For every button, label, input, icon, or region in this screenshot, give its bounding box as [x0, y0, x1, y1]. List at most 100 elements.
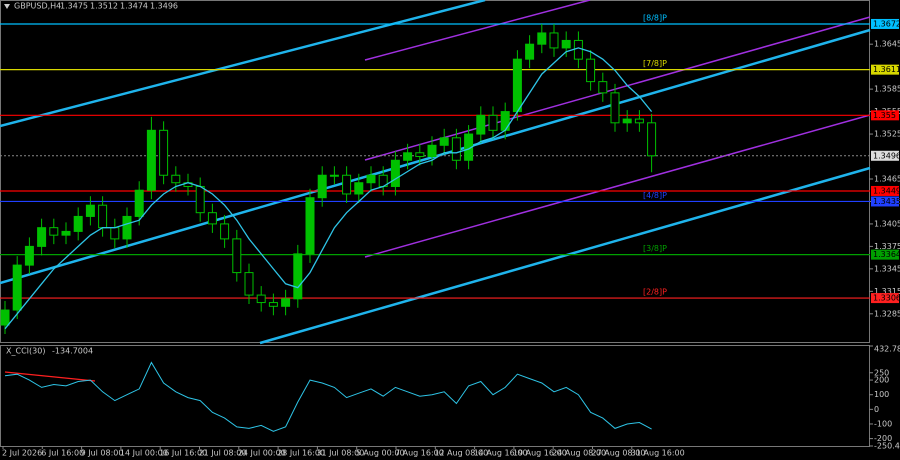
channel-line	[0, 0, 486, 128]
moving-average	[4, 47, 653, 330]
candle-body	[500, 111, 510, 131]
candle-body	[634, 118, 644, 124]
candle-body	[122, 215, 132, 240]
candle-body	[512, 58, 522, 113]
x-tick-label: 5 Aug 00:00	[356, 449, 405, 458]
level-value: 1.3364	[873, 250, 900, 259]
candle-body	[354, 182, 364, 195]
indicator-name: X_CCI(30)	[6, 347, 45, 356]
indicator-tick-label: 0	[874, 405, 879, 414]
indicator-tick-label: -200	[874, 434, 892, 443]
header-price: 1.3496	[150, 2, 178, 11]
level-value: 1.3449	[873, 186, 900, 195]
level-label: [3/8]P	[643, 244, 667, 253]
y-tick-label: 1.3465	[874, 174, 900, 183]
y-tick-label: 1.3285	[874, 309, 900, 318]
candle-body	[586, 58, 596, 83]
candle-body	[207, 212, 217, 225]
candle-body	[244, 272, 254, 296]
level-label: [2/8]P	[643, 288, 667, 297]
candle-body	[146, 129, 156, 191]
candle-body	[329, 174, 339, 177]
y-tick-label: 1.3585	[874, 85, 900, 94]
x-tick-label: 27 Aug 08:00	[592, 449, 646, 458]
regression-lines	[364, 0, 871, 258]
level-value: 1.3611	[873, 65, 900, 74]
candle-body	[49, 227, 59, 236]
candle-body	[85, 204, 95, 217]
candle-body	[598, 81, 608, 94]
header-price: 1.3474	[120, 2, 148, 11]
x-tick-label: 14 Jul 00:00	[120, 449, 168, 458]
candle-body	[268, 302, 278, 307]
candle-body	[427, 144, 437, 158]
y-tick-label: 1.3645	[874, 40, 900, 49]
candle-body	[415, 152, 425, 158]
candle-body	[12, 264, 22, 311]
y-tick-label: 1.3405	[874, 219, 900, 228]
candle-body	[561, 39, 571, 49]
y-tick-label: 1.3315	[874, 287, 900, 296]
x-tick-label: 16 Jul 16:00	[159, 449, 207, 458]
candle-body	[573, 39, 583, 60]
level-label: [8/8]P	[643, 13, 667, 22]
candle-body	[525, 43, 535, 60]
x-tick-label: 24 Aug 08:00	[552, 449, 606, 458]
candle-body	[390, 159, 400, 187]
candle-body	[73, 215, 83, 232]
candle-body	[451, 137, 461, 161]
x-tick-label: 31 Aug 16:00	[631, 449, 685, 458]
last-price-label: 1.3496	[873, 151, 900, 160]
x-tick-label: 2 Jul 2026	[2, 449, 42, 458]
header-price: 1.3475	[60, 2, 88, 11]
candle-body	[256, 294, 266, 304]
x-tick-label: 24 Jul 00:00	[238, 449, 286, 458]
level-value: 1.3306	[873, 294, 900, 303]
regression-line	[364, 16, 871, 161]
indicator-tick-label: 250	[874, 368, 889, 377]
candle-body	[488, 114, 498, 131]
candle-body	[0, 309, 10, 326]
x-tick-label: 19 Aug 16:00	[513, 449, 567, 458]
indicator-line	[4, 361, 652, 432]
indicator-tick-label: 432.788	[874, 345, 900, 354]
indicator-tick-label: -100	[874, 419, 892, 428]
header-price: 1.3512	[90, 2, 118, 11]
level-value: 1.3672	[873, 19, 900, 28]
x-tick-label: 7 Aug 16:00	[395, 449, 444, 458]
level-tag	[871, 196, 899, 207]
candle-body	[439, 137, 449, 146]
symbol-icon	[4, 4, 10, 9]
candle-body	[171, 174, 181, 184]
candle-body	[366, 174, 376, 184]
candle-body	[342, 174, 352, 195]
candle-body	[305, 197, 315, 255]
candle-body	[110, 227, 120, 240]
candle-body	[610, 92, 620, 124]
indicator-tick-label: 100	[874, 390, 889, 399]
last-price-tag	[871, 150, 899, 161]
x-tick-label: 14 Aug 16:00	[474, 449, 528, 458]
regression-line	[364, 0, 591, 61]
level-tag	[871, 18, 899, 29]
level-tag	[871, 110, 899, 121]
indicator-tick-label: 200	[874, 376, 889, 385]
regression-line	[364, 114, 871, 258]
candle-body	[134, 189, 144, 217]
level-label: [4/8]P	[643, 191, 667, 200]
candle-body	[232, 238, 242, 274]
level-value: 1.355	[873, 111, 896, 120]
candle-body	[24, 245, 34, 266]
candle-body	[317, 174, 327, 199]
candle-body	[220, 223, 230, 240]
x-tick-label: 9 Jul 08:00	[81, 449, 124, 458]
candle-body	[159, 129, 169, 176]
x-tick-label: 12 Aug 08:00	[434, 449, 488, 458]
level-tag	[871, 249, 899, 260]
indicator-value: -134.7004	[52, 347, 93, 356]
x-tick-label: 21 Jul 08:00	[199, 449, 247, 458]
candle-body	[281, 298, 291, 307]
candle-body	[37, 227, 47, 247]
x-tick-label: 6 Jul 16:00	[41, 449, 84, 458]
